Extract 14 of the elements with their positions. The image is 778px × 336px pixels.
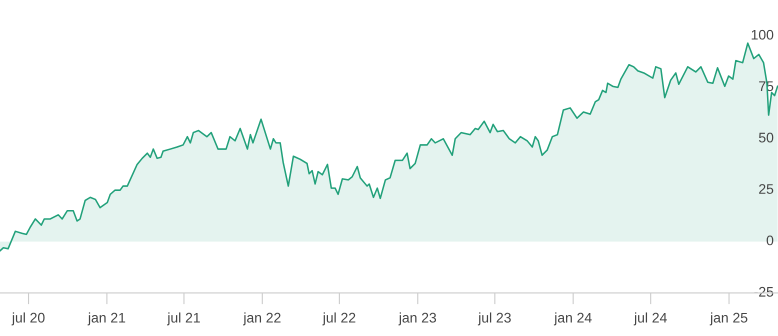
y-tick-label: 50: [758, 132, 774, 142]
x-tick-label: jan 24: [554, 312, 592, 326]
x-tick-label: jan 21: [88, 312, 126, 326]
x-tick-label: jan 22: [243, 312, 281, 326]
y-tick-label: 100: [752, 30, 774, 40]
x-tick-label: jul 20: [12, 312, 45, 326]
x-tick-label: jul 22: [322, 312, 356, 326]
y-tick-label: 25: [759, 184, 774, 194]
y-tick-label: 0: [766, 235, 774, 246]
x-tick-label: jul 21: [167, 312, 200, 326]
x-tick-label: jul 24: [634, 312, 667, 326]
x-tick-label: jan 25: [710, 312, 748, 326]
x-tick-label: jul 23: [478, 312, 511, 326]
x-tick-label: jan 23: [398, 312, 436, 326]
